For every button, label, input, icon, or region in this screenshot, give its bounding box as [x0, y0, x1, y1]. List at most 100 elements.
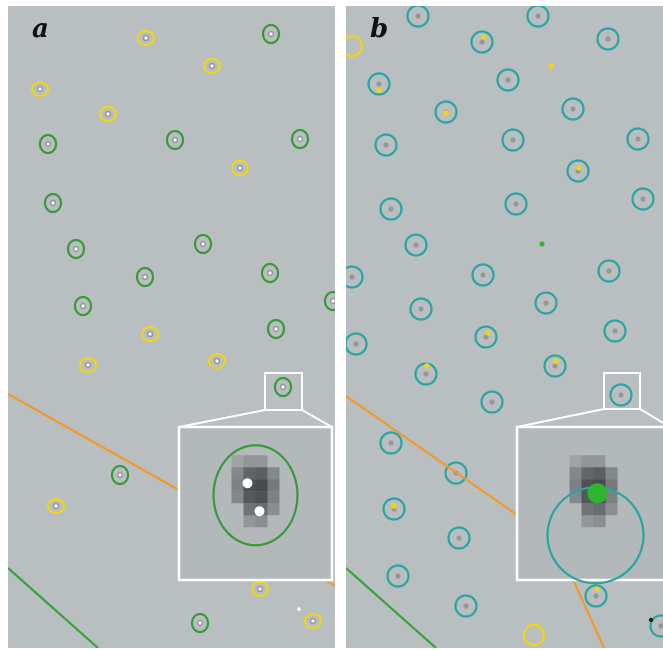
teal-circle-marker: [374, 133, 398, 157]
diffraction-spot: [388, 206, 394, 212]
yellow-dot: [548, 63, 554, 69]
teal-circle-marker: [504, 192, 528, 216]
zoom-box: [603, 372, 641, 410]
green-ellipse-marker: [190, 612, 210, 634]
inset-pixel: [581, 515, 594, 528]
diffraction-spot: [489, 399, 495, 405]
green-ellipse-marker: [260, 262, 280, 284]
green-ellipse-marker: [66, 238, 86, 260]
diffraction-spot: [570, 106, 576, 112]
inset-pixel: [581, 503, 594, 516]
teal-circle-marker: [566, 159, 590, 183]
inset-pixel: [243, 467, 256, 480]
inset-connector: [516, 408, 605, 428]
green-ellipse-marker: [193, 233, 213, 255]
green-ellipse-marker: [43, 192, 63, 214]
diffraction-spot: [605, 36, 611, 42]
teal-circle-marker: [561, 97, 585, 121]
inset-green-dot: [587, 483, 608, 504]
yellow-dot: [424, 363, 430, 369]
yellow-ellipse-marker: [46, 497, 66, 515]
inset-pixel: [243, 455, 256, 468]
yellow-ellipse-marker: [230, 159, 250, 177]
spot-center: [281, 385, 285, 389]
teal-circle-marker: [609, 383, 633, 407]
diffraction-spot: [612, 328, 618, 334]
spot-center: [106, 112, 110, 116]
diffraction-spot: [513, 201, 519, 207]
green-ellipse-marker: [266, 318, 286, 340]
inset-connector: [301, 409, 333, 428]
diffraction-spot: [353, 341, 359, 347]
diffraction-spot: [552, 363, 558, 369]
teal-circle-marker: [447, 526, 471, 550]
green-ellipse-marker: [273, 376, 293, 398]
yellow-ellipse-marker: [207, 352, 227, 370]
teal-circle-marker: [496, 68, 520, 92]
diffraction-spot: [413, 242, 419, 248]
spot-center: [118, 473, 122, 477]
yellow-ellipse-marker: [98, 105, 118, 123]
diffraction-spot: [640, 196, 646, 202]
green-ellipse-marker: [290, 128, 310, 150]
teal-circle-marker: [597, 259, 621, 283]
teal-circle-marker: [434, 100, 458, 124]
micrograph-b: [346, 6, 663, 648]
spot-center: [331, 299, 335, 303]
inset-pixel: [593, 467, 606, 480]
inset-pixel: [605, 503, 618, 516]
green-resolution-line: [346, 567, 437, 648]
diffraction-spot: [635, 136, 641, 142]
yellow-ellipse-marker: [140, 325, 160, 343]
diffraction-spot: [415, 13, 421, 19]
dark-spot: [648, 617, 654, 623]
panel-label-b: b: [370, 14, 389, 44]
teal-circle-marker: [444, 461, 468, 485]
inset-pixel: [605, 491, 618, 504]
inset-pixel: [593, 503, 606, 516]
teal-circle-marker: [603, 319, 627, 343]
spot-center: [311, 619, 315, 623]
inset-pixel: [231, 491, 244, 504]
spot-center: [46, 142, 50, 146]
spot-center: [86, 363, 90, 367]
spot-center: [215, 359, 219, 363]
diffraction-spot: [480, 272, 486, 278]
inset-pixel: [605, 467, 618, 480]
inset-pixel: [243, 515, 256, 528]
diffraction-spot: [376, 81, 382, 87]
yellow-dot: [553, 358, 559, 364]
diffraction-spot: [463, 603, 469, 609]
teal-circle-marker: [649, 614, 663, 638]
teal-circle-marker: [386, 564, 410, 588]
yellow-dot: [576, 165, 582, 171]
inset-pixel: [267, 467, 280, 480]
yellow-ellipse-marker: [30, 80, 50, 98]
yellow-ellipse-marker: [136, 29, 156, 47]
spot-center: [173, 138, 177, 142]
inset-connector: [639, 408, 663, 424]
inset-pixel: [231, 479, 244, 492]
micrograph-a: [8, 23, 335, 648]
teal-circle-marker: [480, 390, 504, 414]
teal-circle-marker: [379, 197, 403, 221]
inset-green-ellipse: [212, 444, 299, 547]
green-ellipse-marker: [261, 23, 281, 45]
spot-center: [51, 201, 55, 205]
diffraction-spot: [395, 573, 401, 579]
spot-center: [298, 137, 302, 141]
diffraction-spot: [418, 306, 424, 312]
green-resolution-line: [8, 567, 99, 648]
diffraction-spot: [349, 274, 355, 280]
yellow-ellipse-marker: [250, 580, 270, 598]
bright-spot: [297, 607, 301, 611]
inset-pixel: [255, 515, 268, 528]
spot-center: [143, 275, 147, 279]
diffraction-spot: [535, 13, 541, 19]
diffraction-spot: [606, 268, 612, 274]
inset-pixel: [255, 467, 268, 480]
inset-pixel: [243, 491, 256, 504]
inset-connector: [178, 409, 266, 428]
spot-center: [81, 304, 85, 308]
inset-pixel: [569, 455, 582, 468]
